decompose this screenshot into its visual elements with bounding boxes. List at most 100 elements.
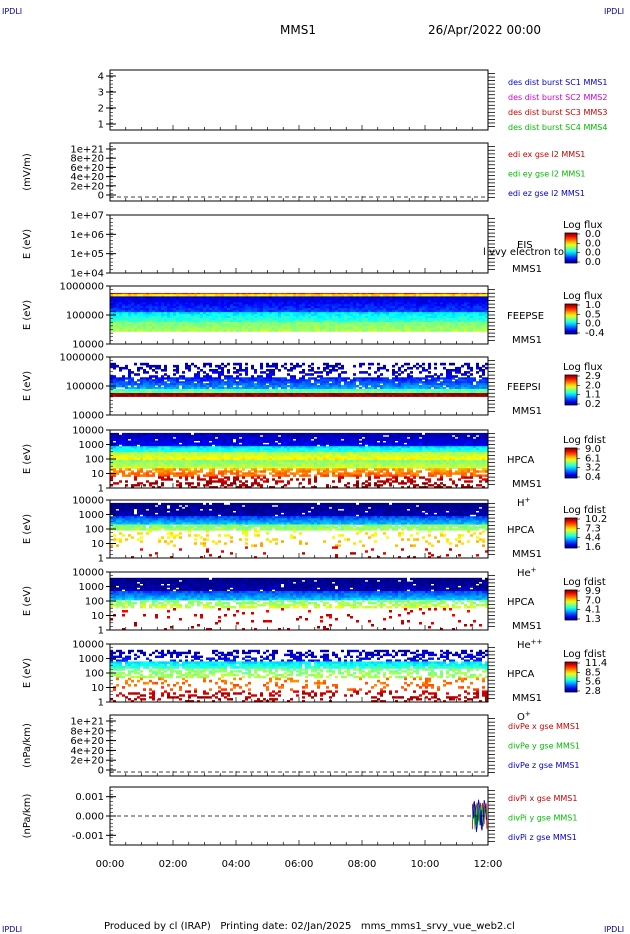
colorbar-tick-label: 9.9	[585, 586, 601, 597]
y-tick-label: 4e+20	[70, 172, 104, 183]
plot-area	[471, 799, 488, 833]
panel-frame	[109, 142, 489, 202]
colorbar	[564, 517, 578, 549]
colorbar-tick-label: 3.2	[585, 463, 601, 474]
instrument-label: EIS	[517, 240, 533, 251]
colorbar-tick-label: 4.1	[585, 605, 601, 616]
colorbar-tick-label: 0.5	[585, 309, 601, 320]
legend-entry: des dist burst SC2 MMS2	[508, 93, 607, 102]
x-tick-label: 10:00	[411, 859, 440, 870]
plot-area	[110, 432, 488, 488]
colorbar	[564, 589, 578, 621]
colorbar-tick-label: 1.1	[585, 390, 601, 401]
species-label: H+	[517, 496, 531, 509]
y-axis-label: (nPa/km)	[22, 794, 33, 839]
y-tick-label: 10	[91, 469, 104, 480]
panel-8: 10000 1000 100 10 1 E (eV) HPCA MMS1 He++ Log fdi…	[22, 568, 606, 652]
y-axis-label: E (eV)	[22, 444, 33, 474]
series-line	[471, 803, 488, 830]
y-tick-label: 0	[98, 191, 104, 202]
species-label: He+	[517, 566, 537, 579]
legend-entry: divPe y gse MMS1	[508, 742, 580, 751]
x-tick-label: 02:00	[159, 859, 188, 870]
corner-label-bottom-right: IPDLI	[604, 925, 624, 934]
y-tick-label: 6e+20	[70, 163, 104, 174]
panel-3: 1e+07 1e+06 1e+05 1e+04 E (eV) EIS MMS1 l vvy e…	[22, 211, 603, 280]
colorbar	[564, 232, 578, 264]
colorbar-tick-label: 2.9	[585, 371, 601, 382]
y-tick-label: 1e+06	[70, 230, 104, 241]
instrument-label: HPCA	[507, 525, 535, 536]
colorbar-tick-label: 2.0	[585, 380, 601, 391]
plot-area	[110, 362, 488, 397]
colorbar-tick-label: 2.8	[585, 686, 601, 697]
y-tick-label: 2e+20	[70, 756, 104, 767]
colorbar-tick-label: 0.4	[585, 472, 601, 483]
y-tick-label: -0.001	[72, 831, 104, 842]
series-line	[471, 799, 488, 833]
y-tick-label: 3	[98, 88, 104, 99]
y-axis-label: E (eV)	[22, 229, 33, 259]
colorbar-tick-label: 7.0	[585, 595, 601, 606]
y-tick-label: 2	[98, 104, 104, 115]
y-tick-label: 10000	[72, 640, 104, 651]
y-tick-label: 100000	[66, 311, 104, 322]
y-axis-label: E (eV)	[22, 658, 33, 688]
y-tick-label: 1000	[79, 510, 104, 521]
y-tick-label: 1	[98, 554, 104, 565]
y-tick-label: 1	[98, 120, 104, 131]
y-tick-label: 100	[85, 455, 104, 466]
y-tick-label: 1	[98, 484, 104, 495]
y-tick-label: 4	[98, 72, 104, 83]
corner-label-top-right: IPDLI	[604, 7, 624, 16]
y-tick-label: 0.000	[75, 812, 104, 823]
y-tick-label: 100000	[66, 382, 104, 393]
y-tick-label: 1e+21	[70, 717, 104, 728]
y-tick-label: 10000	[72, 496, 104, 507]
panel-6: 10000 1000 100 10 1 E (eV) HPCA MMS1 H+ Log fdist…	[22, 426, 606, 510]
y-axis-label: (nPa/km)	[22, 723, 33, 768]
panel-4: 1000000 100000 10000 E (eV) FEEPSE MMS1 Log fl…	[22, 282, 605, 351]
panel-11: 0.001 0.000 -0.001 (nPa/km) divPi x gse MMS1…	[22, 786, 577, 846]
y-tick-label: 1e+05	[70, 249, 104, 260]
spacecraft-label: MMS1	[512, 479, 542, 490]
panel-frame	[109, 714, 489, 777]
colorbar-tick-label: 11.4	[585, 658, 607, 669]
y-tick-label: 1	[98, 626, 104, 637]
y-tick-label: 10000	[72, 426, 104, 437]
y-tick-label: 0	[98, 766, 104, 777]
species-charge: ++	[531, 638, 543, 646]
colorbar	[564, 447, 578, 479]
spacecraft-title: MMS1	[280, 23, 316, 37]
species-charge: +	[531, 566, 537, 574]
y-tick-label: 1000	[79, 582, 104, 593]
legend-entry: des dist burst SC3 MMS3	[508, 108, 607, 117]
colorbar-tick-label: 6.1	[585, 453, 601, 464]
colorbar-title: Log flux	[563, 291, 603, 302]
plot-area	[110, 649, 488, 702]
legend-entry: divPi z gse MMS1	[508, 833, 577, 842]
species-charge: +	[525, 710, 531, 718]
colorbar-tick-label: 0.2	[585, 399, 601, 410]
y-axis-label: E (eV)	[22, 514, 33, 544]
y-tick-label: 100	[85, 597, 104, 608]
x-tick-label: 06:00	[285, 859, 314, 870]
colorbar-title: Log fdist	[563, 435, 606, 446]
x-tick-label: 08:00	[348, 859, 377, 870]
colorbar-title: Log fdist	[563, 649, 606, 660]
y-tick-label: 1e+21	[70, 145, 104, 156]
date-title: 26/Apr/2022 00:00	[428, 23, 541, 37]
spacecraft-label: MMS1	[512, 335, 542, 346]
colorbar	[564, 374, 578, 406]
panel-frame	[109, 214, 489, 274]
y-tick-label: 100	[85, 669, 104, 680]
species-charge: +	[525, 496, 531, 504]
y-axis-label: E (eV)	[22, 586, 33, 616]
colorbar	[564, 303, 578, 335]
colorbar-tick-label: -0.4	[585, 328, 605, 339]
colorbar-tick-label: 7.3	[585, 523, 601, 534]
y-tick-label: 1e+07	[70, 211, 104, 222]
colorbar-tick-label: 1.0	[585, 300, 601, 311]
spacecraft-label: MMS1	[512, 406, 542, 417]
